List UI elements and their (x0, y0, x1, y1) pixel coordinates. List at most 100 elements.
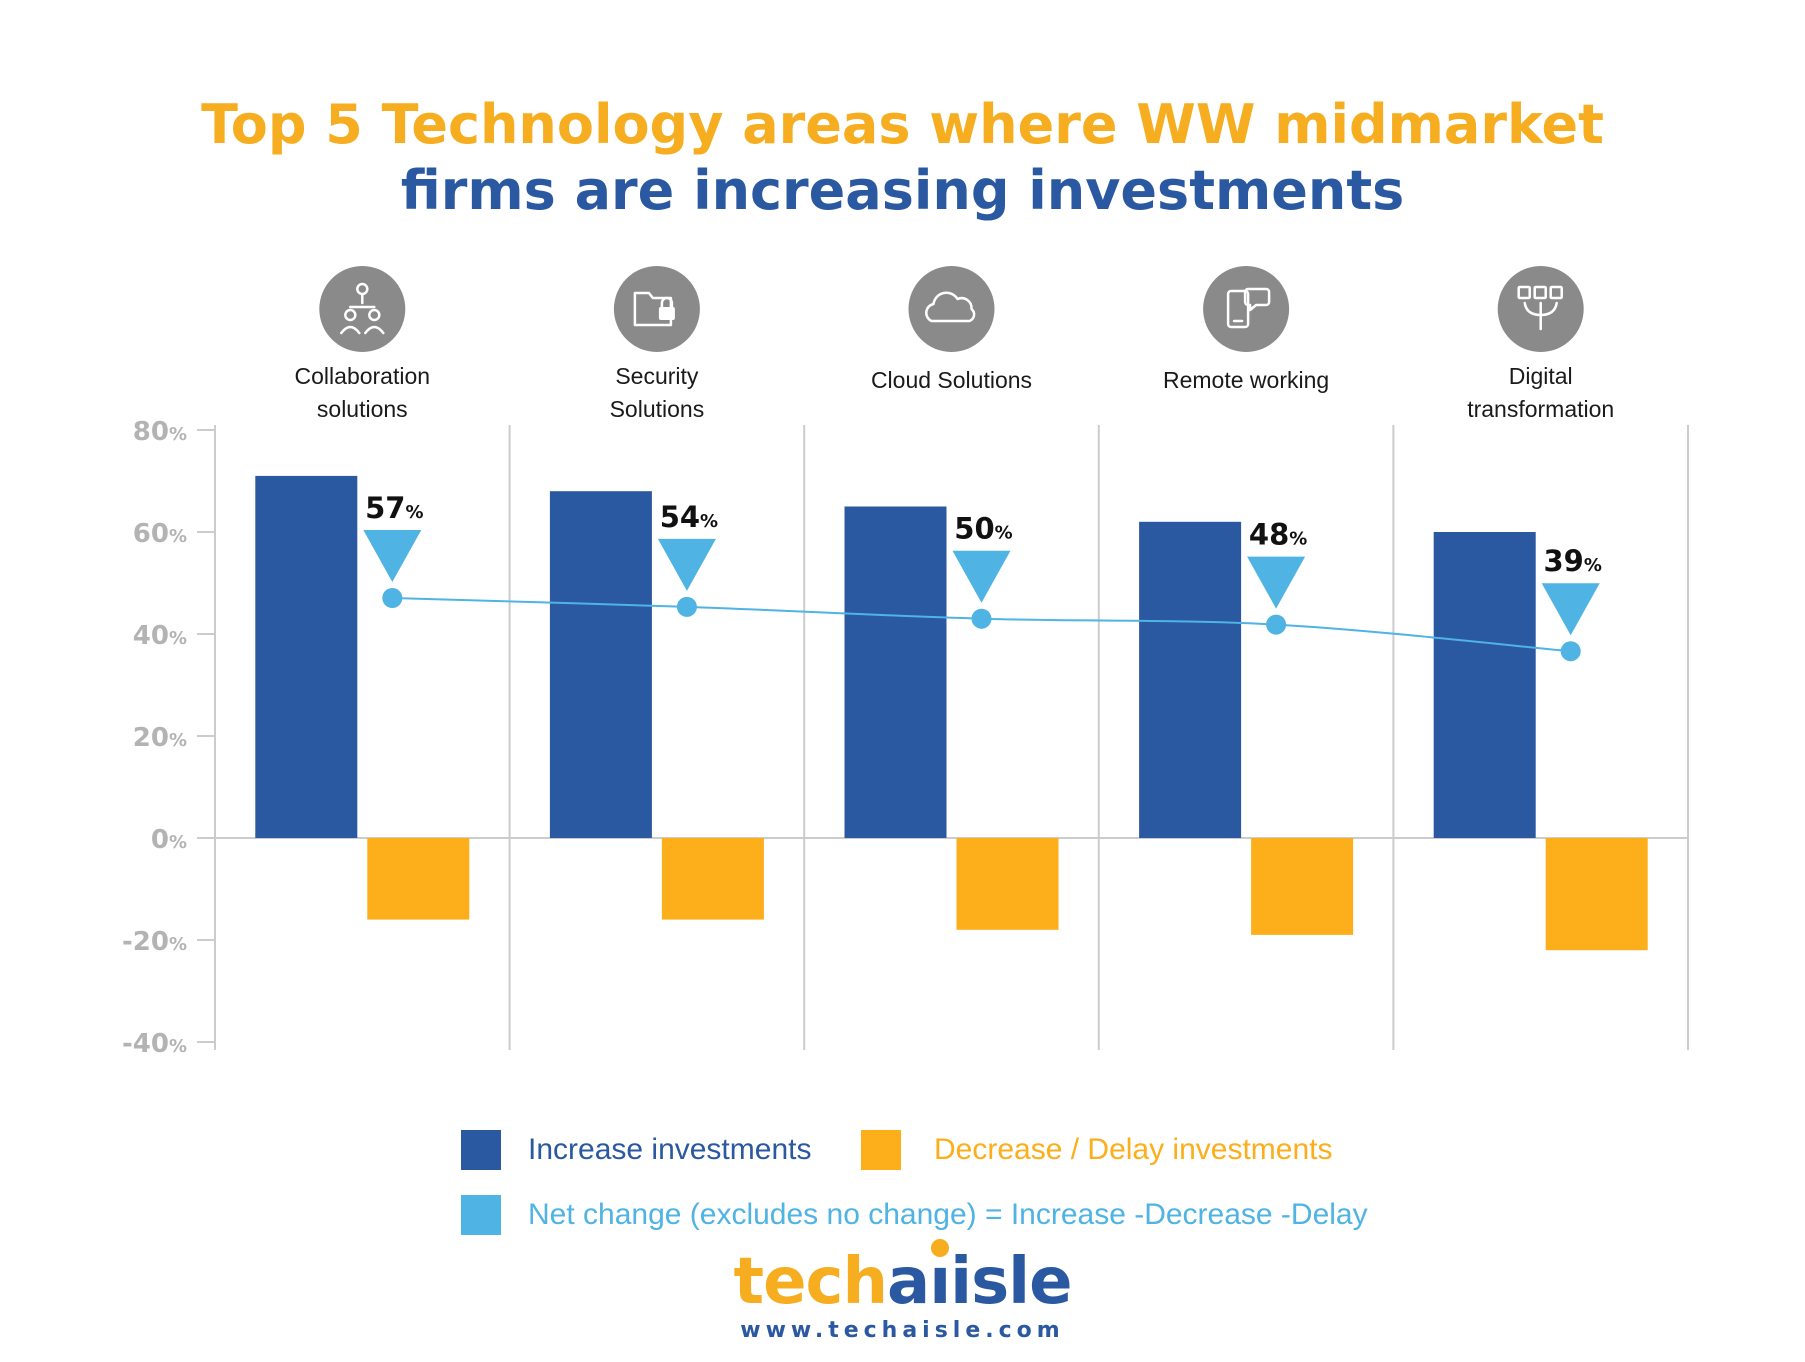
net-value-number: 39 (1543, 544, 1583, 578)
y-tick-number: 80 (133, 417, 169, 447)
bar-decrease-0 (367, 838, 470, 920)
lock-shackle (660, 296, 674, 309)
net-marker-3 (1247, 556, 1306, 609)
bar-increase-3 (1139, 521, 1242, 838)
bar-decrease-3 (1251, 838, 1354, 935)
mobile-chat-icon (1203, 266, 1290, 352)
net-value-label-4: 39% (1543, 544, 1601, 578)
icon-circle (319, 266, 406, 352)
logo-text-tech: tech (733, 1245, 888, 1319)
y-tick-number: -40 (122, 1029, 169, 1059)
cloud-shape (925, 291, 976, 323)
chat-bubble (1243, 287, 1271, 312)
bar-decrease-1 (661, 838, 764, 920)
y-tick-number: 20 (133, 723, 169, 753)
net-point-4 (1560, 641, 1581, 662)
net-value-label-1: 54% (660, 500, 718, 534)
net-value-number: 54 (660, 500, 700, 534)
cloud-icon (908, 266, 995, 352)
legend-label-net: Net change (excludes no change) = Increa… (528, 1198, 1368, 1231)
chart-title-line-2: firms are increasing investments (400, 159, 1405, 222)
category-label-4-line-0: Digital (1509, 363, 1573, 389)
category-label-0-line-0: Collaboration (295, 363, 431, 389)
techaisle-logo: techaı isle (0, 1239, 1805, 1319)
bar-decrease-2 (956, 838, 1059, 930)
y-tick-label-2: 40% (133, 621, 187, 651)
net-marker-1 (657, 538, 716, 591)
net-value-number: 57 (365, 491, 405, 525)
net-point-3 (1266, 614, 1287, 635)
bar-increase-2 (844, 506, 947, 838)
y-tick-label-0: 80% (133, 417, 187, 447)
y-tick-unit: % (169, 1036, 187, 1057)
folder-lock-icon (613, 266, 700, 352)
net-value-unit: % (405, 502, 423, 523)
legend-swatch-net (461, 1195, 501, 1235)
logo-i-glyph: ı (929, 1239, 951, 1317)
category-label-2-line-0: Cloud Solutions (871, 367, 1032, 393)
person-bodies (340, 325, 385, 335)
folder-shape (633, 291, 673, 327)
y-tick-label-6: -40% (122, 1029, 187, 1059)
logo-text-isle: isle (950, 1245, 1072, 1319)
category-label-1-line-0: Security (615, 363, 699, 389)
y-tick-label-3: 20% (133, 723, 187, 753)
tile-left (1517, 285, 1531, 300)
category-label-0-line-1: solutions (317, 396, 408, 422)
net-value-number: 50 (954, 512, 994, 546)
y-tick-number: 40 (133, 621, 169, 651)
net-point-2 (971, 608, 992, 629)
collaboration-icon (319, 266, 406, 352)
net-value-unit: % (1289, 529, 1307, 550)
logo-dot (930, 1239, 949, 1257)
y-tick-unit: % (169, 832, 187, 853)
icon-circle (1203, 266, 1290, 352)
net-value-label-3: 48% (1249, 518, 1307, 552)
net-value-label-0: 57% (365, 491, 423, 525)
net-value-unit: % (1584, 555, 1602, 576)
icon-circle (908, 266, 995, 352)
net-value-unit: % (700, 511, 718, 532)
y-tick-unit: % (169, 730, 187, 751)
person-head-left (344, 308, 357, 322)
y-tick-unit: % (169, 934, 187, 955)
y-tick-number: 60 (133, 519, 169, 549)
y-tick-unit: % (169, 526, 187, 547)
net-value-label-2: 50% (954, 512, 1012, 546)
chart-svg: 80%60%40%20%0%-20%-40%Collaborationsolut… (122, 266, 1689, 1059)
bar-increase-4 (1433, 532, 1536, 838)
bar-decrease-4 (1545, 838, 1648, 951)
net-marker-2 (952, 550, 1011, 603)
digital-transformation-icon (1497, 266, 1584, 352)
legend-swatch-decrease (861, 1130, 901, 1170)
branch-lines (1523, 301, 1558, 331)
net-marker-4 (1541, 583, 1600, 636)
bar-increase-0 (255, 475, 358, 838)
bar-increase-1 (549, 491, 652, 838)
y-tick-label-1: 60% (133, 519, 187, 549)
category-label-3-line-0: Remote working (1163, 367, 1329, 393)
logo-text-a: a (887, 1245, 930, 1319)
tile-middle (1533, 285, 1547, 300)
net-value-number: 48 (1249, 518, 1289, 552)
chart-title-line-1: Top 5 Technology areas where WW midmarke… (201, 93, 1604, 156)
legend-swatch-increase (461, 1130, 501, 1170)
website-url: www.techaisle.com (740, 1318, 1065, 1343)
y-tick-label-4: 0% (151, 825, 187, 855)
lock-body (658, 307, 675, 320)
net-point-1 (676, 596, 697, 617)
category-label-4-line-1: transformation (1467, 396, 1614, 422)
icon-circle (613, 266, 700, 352)
net-value-unit: % (995, 523, 1013, 544)
y-tick-unit: % (169, 424, 187, 445)
phone-shape (1226, 289, 1250, 329)
y-tick-number: -20 (122, 927, 169, 957)
legend-label-increase: Increase investments (528, 1133, 812, 1166)
net-marker-0 (363, 529, 422, 582)
legend-label-decrease: Decrease / Delay investments (934, 1133, 1333, 1166)
y-tick-label-5: -20% (122, 927, 187, 957)
net-point-0 (382, 587, 403, 608)
y-tick-unit: % (169, 628, 187, 649)
y-tick-number: 0 (151, 825, 169, 855)
category-label-1-line-1: Solutions (610, 396, 705, 422)
